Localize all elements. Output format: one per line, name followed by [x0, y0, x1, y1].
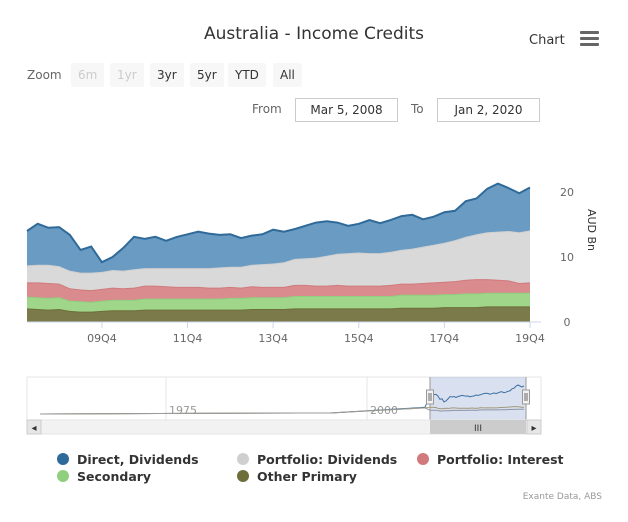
range-from-input[interactable]: Mar 5, 2008	[295, 98, 398, 122]
line-direct-dividends	[26, 182, 531, 264]
legend-label: Secondary	[77, 469, 152, 484]
legend-label: Portfolio: Dividends	[257, 452, 398, 467]
navigator[interactable]: 1975 2000	[26, 376, 542, 421]
navigator-series-tertiary	[39, 407, 524, 415]
legend-dot-icon	[57, 470, 69, 482]
legend-label: Direct, Dividends	[77, 452, 199, 467]
x-axis-ticks: 09Q4 11Q4 13Q4 15Q4 17Q4 19Q4	[87, 322, 545, 345]
zoom-6m-button[interactable]: 6m	[71, 63, 105, 87]
credits[interactable]: Exante Data, ABS	[522, 492, 602, 502]
plot-areas	[26, 182, 531, 322]
zoom-5yr-button[interactable]: 5yr	[190, 63, 224, 87]
scrollbar-right-arrow-icon: ▸	[531, 423, 536, 434]
legend-label: Portfolio: Interest	[437, 452, 564, 467]
legend-item-other-primary[interactable]: Other Primary	[237, 469, 357, 484]
y-axis-ticks: 0 10 20	[560, 186, 574, 329]
area-portfolio-interest[interactable]	[27, 279, 530, 302]
legend-item-secondary[interactable]: Secondary	[57, 469, 151, 484]
area-direct-dividends[interactable]	[27, 183, 530, 273]
x-tick-label: 09Q4	[87, 332, 117, 345]
legend-item-portfolio-interest[interactable]: Portfolio: Interest	[417, 452, 563, 467]
range-to-input[interactable]: Jan 2, 2020	[437, 98, 540, 122]
zoom-label: Zoom	[27, 68, 62, 82]
scrollbar-thumb[interactable]	[430, 420, 526, 434]
x-tick-label: 17Q4	[430, 332, 460, 345]
zoom-all-button[interactable]: All	[273, 63, 302, 87]
navigator-right-handle[interactable]	[522, 389, 530, 405]
legend-item-direct-dividends[interactable]: Direct, Dividends	[57, 452, 199, 467]
scrollbar-grip-icon: III	[474, 424, 482, 434]
navigator-label-1975: 1975	[169, 404, 197, 417]
x-tick-label: 11Q4	[173, 332, 203, 345]
area-secondary[interactable]	[27, 292, 530, 312]
area-portfolio-dividends[interactable]	[27, 230, 530, 291]
legend-dot-icon	[237, 453, 249, 465]
y-tick-label: 20	[560, 186, 574, 199]
legend-dot-icon	[57, 453, 69, 465]
legend-dot-icon	[237, 470, 249, 482]
scrollbar-left-arrow-icon: ◂	[31, 423, 36, 434]
x-tick-label: 15Q4	[344, 332, 374, 345]
navigator-selected-range[interactable]	[430, 377, 526, 420]
scrollbar-right-button[interactable]	[526, 419, 542, 435]
legend-dot-icon	[417, 453, 429, 465]
legend-label: Other Primary	[257, 469, 357, 484]
range-from-label: From	[252, 102, 282, 116]
chart-title: Australia - Income Credits	[203, 24, 425, 44]
y-tick-label: 10	[560, 251, 574, 264]
y-axis-title: AUD Bn	[585, 209, 598, 251]
y-tick-label: 0	[564, 316, 571, 329]
legend-item-portfolio-dividends[interactable]: Portfolio: Dividends	[237, 452, 397, 467]
navigator-left-handle[interactable]	[426, 389, 434, 405]
zoom-3yr-button[interactable]: 3yr	[150, 63, 184, 87]
x-tick-label: 13Q4	[258, 332, 288, 345]
scrollbar-left-button[interactable]	[26, 419, 42, 435]
zoom-1yr-button[interactable]: 1yr	[110, 63, 144, 87]
scrollbar[interactable]: III ◂ ▸	[26, 419, 542, 435]
x-tick-label: 19Q4	[515, 332, 545, 345]
chart-menu-label[interactable]: Chart	[529, 33, 565, 48]
hamburger-menu-icon[interactable]	[580, 31, 599, 47]
zoom-ytd-button[interactable]: YTD	[228, 63, 266, 87]
range-to-label: To	[411, 102, 424, 116]
